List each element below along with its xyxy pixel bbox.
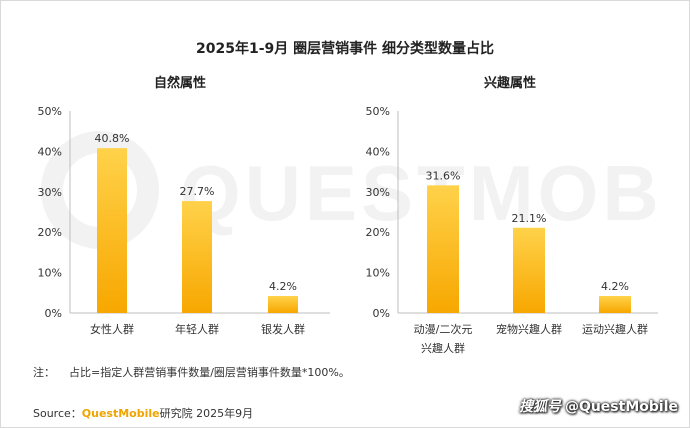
chart-1-ytick-label: 40% <box>366 145 390 158</box>
source-brand: QuestMobile <box>81 407 160 420</box>
chart-1-ytick-label: 50% <box>366 105 390 118</box>
footnote: 注： 占比=指定人群营销事件数量/圈层营销事件数量*100%。 <box>33 364 350 380</box>
chart-0-value-label: 4.2% <box>269 280 297 293</box>
footnote-prefix: 注： <box>33 366 55 379</box>
chart-1-value-label: 4.2% <box>601 280 629 293</box>
chart-0-ytick-label: 30% <box>38 186 62 199</box>
footnote-text: 占比=指定人群营销事件数量/圈层营销事件数量*100%。 <box>69 366 350 379</box>
chart-0-ytick-label: 10% <box>38 267 62 280</box>
publisher-handle: @QuestMobile <box>564 399 678 415</box>
publisher-logo: 搜狐号 <box>518 399 561 415</box>
chart-1-category-label: 运动兴趣人群 <box>582 322 648 336</box>
page-title: 2025年1-9月 圈层营销事件 细分类型数量占比 <box>195 41 494 57</box>
chart-0-category-label: 女性人群 <box>90 322 134 336</box>
publisher-badge: 搜狐号 @QuestMobile <box>519 396 678 416</box>
chart-0-ytick-label: 0% <box>45 307 62 320</box>
chart-1-bar <box>427 185 459 313</box>
chart-1-bar <box>599 296 631 313</box>
chart-1-category-label: 兴趣人群 <box>421 341 465 355</box>
chart-1-title: 兴趣属性 <box>484 75 536 91</box>
chart-0-category-label: 年轻人群 <box>175 322 219 336</box>
chart-0-bar <box>97 148 127 313</box>
chart-1-value-label: 31.6% <box>426 169 461 182</box>
source-line: Source：QuestMobile研究院 2025年9月 <box>33 405 253 421</box>
chart-0-bar <box>268 296 298 313</box>
chart-1-category-label: 动漫/二次元 <box>414 322 473 336</box>
chart-0-category-label: 银发人群 <box>261 322 305 336</box>
chart-0-ytick-label: 50% <box>38 105 62 118</box>
chart-0-value-label: 40.8% <box>95 132 130 145</box>
chart-1-ytick-label: 30% <box>366 186 390 199</box>
chart-0-value-label: 27.7% <box>180 185 215 198</box>
chart-1-ytick-label: 0% <box>373 307 390 320</box>
chart-0-bar <box>182 201 212 313</box>
chart-0-ytick-label: 20% <box>38 226 62 239</box>
chart-0-ytick-label: 40% <box>38 145 62 158</box>
chart-1-ytick-label: 20% <box>366 226 390 239</box>
chart-1-value-label: 21.1% <box>512 212 547 225</box>
chart-1-bar <box>513 227 545 313</box>
chart-0-title: 自然属性 <box>154 75 206 91</box>
chart-1-ytick-label: 10% <box>366 267 390 280</box>
source-label: Source： <box>33 407 82 420</box>
chart-1-category-label: 宠物兴趣人群 <box>496 322 562 336</box>
source-rest: 研究院 2025年9月 <box>159 407 254 420</box>
